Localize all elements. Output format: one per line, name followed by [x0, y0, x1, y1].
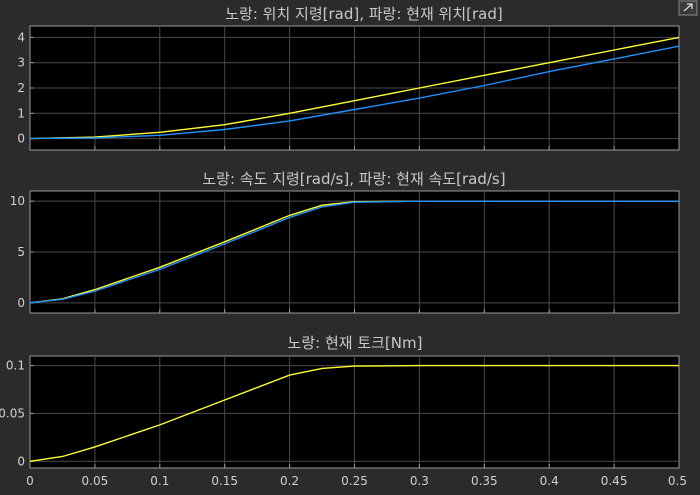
- x-tick-label: 0.3: [410, 474, 429, 488]
- position-plot-title: 노랑: 위치 지령[rad], 파랑: 현재 위치[rad]: [225, 5, 503, 23]
- y-tick-label: 0: [17, 296, 25, 310]
- velocity-plot-title: 노랑: 속도 지령[rad/s], 파랑: 현재 속도[rad/s]: [202, 170, 505, 188]
- y-tick-label: 4: [17, 30, 25, 44]
- x-tick-label: 0.4: [540, 474, 559, 488]
- x-tick-label: 0.35: [471, 474, 498, 488]
- yellow-series-line: [29, 364, 679, 462]
- y-tick-label: 0.1: [6, 359, 25, 373]
- y-tick-label: 2: [17, 81, 25, 95]
- y-tick-label: 0: [17, 132, 25, 146]
- x-tick-label: 0.15: [211, 474, 238, 488]
- x-tick-label: 0.25: [341, 474, 368, 488]
- x-tick-label: 0.1: [150, 474, 169, 488]
- x-tick-label: 0.2: [280, 474, 299, 488]
- velocity-plot: 노랑: 속도 지령[rad/s], 파랑: 현재 속도[rad/s] 0 5 10: [10, 170, 680, 314]
- y-tick-label: 0.05: [0, 406, 25, 420]
- y-tick-label: 5: [17, 245, 25, 259]
- x-tick-label: 0.05: [82, 474, 109, 488]
- blue-series-line: [29, 200, 679, 304]
- yellow-series-line: [29, 36, 680, 140]
- y-tick-label: 1: [17, 106, 25, 120]
- torque-plot: 노랑: 현재 토크[Nm] 0 0.05 0.1 0 0.05 0.1 0.15 0.2 0.…: [0, 334, 687, 488]
- expand-arrow-icon[interactable]: [678, 0, 698, 16]
- position-plot: 노랑: 위치 지령[rad], 파랑: 현재 위치[rad] 0 1 2 3 4: [17, 5, 680, 151]
- x-tick-label: 0.5: [668, 474, 687, 488]
- y-tick-label: 0: [17, 454, 25, 468]
- x-tick-label: 0.45: [601, 474, 628, 488]
- torque-plot-title: 노랑: 현재 토크[Nm]: [288, 334, 423, 352]
- blue-series-line: [29, 45, 680, 140]
- x-tick-label: 0: [26, 474, 34, 488]
- y-tick-label: 3: [17, 56, 25, 70]
- y-tick-label: 10: [10, 194, 25, 208]
